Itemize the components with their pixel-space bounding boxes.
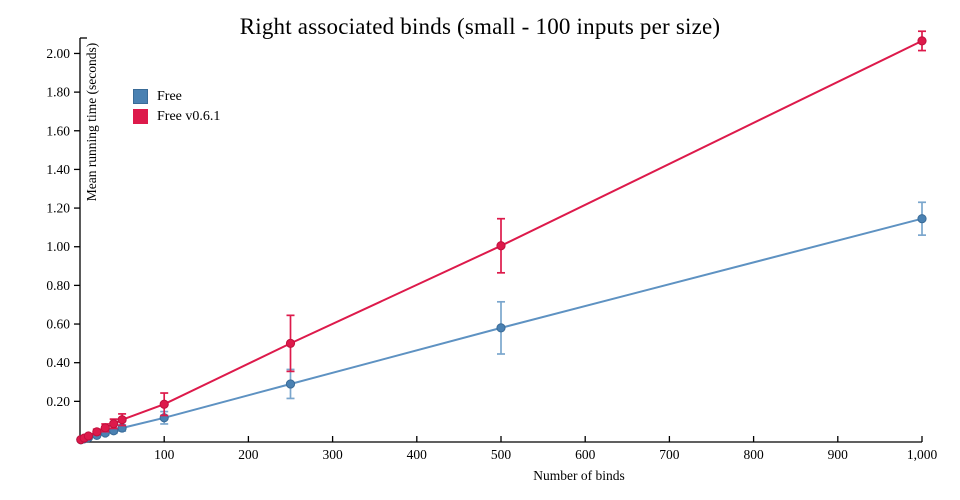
y-tick-label: 0.80 bbox=[46, 278, 70, 293]
x-tick-label: 400 bbox=[407, 447, 428, 462]
data-point bbox=[285, 379, 296, 389]
data-point bbox=[83, 431, 94, 441]
x-tick-label: 700 bbox=[659, 447, 680, 462]
legend-swatch-free-v061 bbox=[133, 109, 148, 124]
y-tick-label: 0.20 bbox=[46, 394, 70, 409]
y-tick-label: 1.60 bbox=[46, 123, 70, 138]
data-point bbox=[496, 323, 506, 333]
x-tick-label: 500 bbox=[491, 447, 512, 462]
y-tick-label: 1.20 bbox=[46, 201, 70, 216]
chart-title: Right associated binds (small - 100 inpu… bbox=[239, 14, 721, 39]
x-tick-label: 600 bbox=[575, 447, 596, 462]
legend-item-free: Free bbox=[133, 88, 220, 105]
legend-label-free-v061: Free v0.6.1 bbox=[157, 109, 221, 124]
data-point bbox=[496, 241, 506, 251]
x-tick-label: 800 bbox=[743, 447, 764, 462]
data-point bbox=[92, 427, 102, 437]
data-point bbox=[917, 36, 927, 46]
y-tick-label: 2.00 bbox=[46, 46, 70, 61]
y-tick-label: 1.00 bbox=[46, 239, 70, 254]
data-point bbox=[109, 419, 119, 429]
x-tick-label: 900 bbox=[828, 447, 849, 462]
y-tick-label: 1.80 bbox=[46, 85, 70, 100]
data-point bbox=[117, 415, 127, 425]
data-point bbox=[285, 338, 296, 348]
y-tick-label: 0.60 bbox=[46, 317, 70, 332]
data-point bbox=[917, 214, 927, 224]
y-tick-label: 0.40 bbox=[46, 355, 70, 370]
x-tick-label: 100 bbox=[154, 447, 175, 462]
y-axis-title: Mean running time (seconds) bbox=[84, 43, 99, 202]
x-tick-label: 1,000 bbox=[907, 447, 938, 462]
data-point bbox=[100, 423, 110, 433]
legend-swatch-free bbox=[133, 89, 148, 104]
legend-item-free-v061: Free v0.6.1 bbox=[133, 108, 220, 125]
x-tick-label: 200 bbox=[238, 447, 259, 462]
legend: Free Free v0.6.1 bbox=[133, 88, 220, 125]
data-point bbox=[159, 399, 169, 409]
x-axis-title: Number of binds bbox=[533, 468, 625, 483]
legend-label-free: Free bbox=[157, 89, 182, 104]
y-tick-label: 1.40 bbox=[46, 162, 70, 177]
x-tick-label: 300 bbox=[322, 447, 343, 462]
